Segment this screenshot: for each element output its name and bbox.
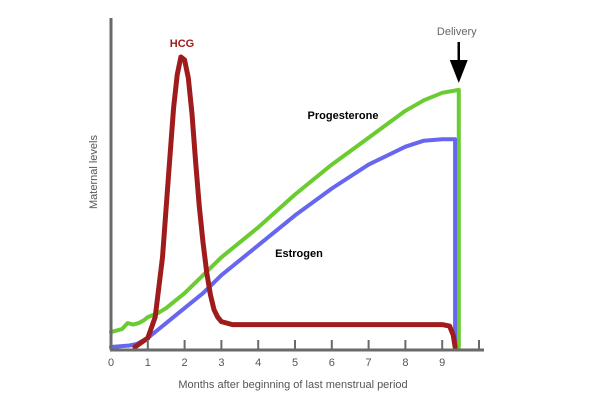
x-tick-label: 0 bbox=[108, 357, 114, 369]
x-tick-label: 2 bbox=[182, 357, 188, 369]
delivery-arrow-head bbox=[449, 60, 468, 83]
x-tick-label: 7 bbox=[366, 357, 372, 369]
x-axis-title: Months after beginning of last menstrual… bbox=[178, 379, 407, 391]
x-tick-label: 1 bbox=[145, 357, 151, 369]
series-label-hcg: HCG bbox=[170, 38, 194, 50]
annotation-layer: Delivery bbox=[437, 26, 477, 83]
series-line-progesterone bbox=[109, 87, 461, 349]
x-tick-label: 8 bbox=[402, 357, 408, 369]
x-tick-layer: 0 1 2 3 4 5 6 7 8 9 bbox=[108, 340, 480, 369]
x-tick-label: 9 bbox=[439, 357, 445, 369]
y-axis-title: Maternal levels bbox=[88, 135, 100, 209]
delivery-label: Delivery bbox=[437, 26, 477, 38]
series-label-layer: HCG Progesterone Estrogen bbox=[170, 38, 379, 260]
series-layer bbox=[109, 54, 461, 350]
x-tick-label: 5 bbox=[292, 357, 298, 369]
x-tick-label: 3 bbox=[218, 357, 224, 369]
series-line-hcg bbox=[132, 54, 458, 350]
series-label-estrogen: Estrogen bbox=[275, 248, 323, 260]
x-tick-label: 6 bbox=[329, 357, 335, 369]
series-label-progesterone: Progesterone bbox=[308, 110, 379, 122]
x-tick-label: 4 bbox=[255, 357, 261, 369]
